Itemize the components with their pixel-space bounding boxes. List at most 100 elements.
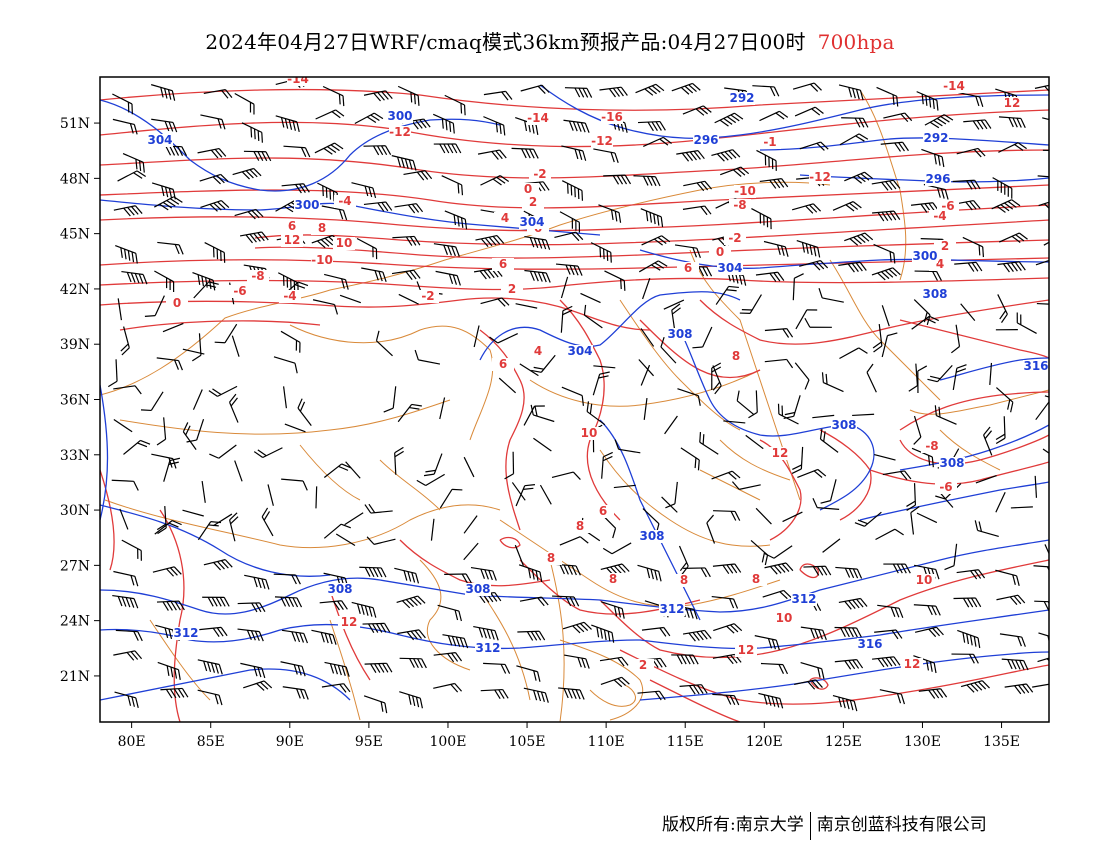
lat-label: 21N [60, 669, 90, 685]
wind-barb [483, 662, 511, 674]
lat-label: 27N [60, 558, 90, 574]
wind-barb [683, 180, 713, 192]
wind-barb [523, 687, 549, 703]
wind-barb [736, 390, 755, 416]
wind-barb [723, 420, 746, 424]
wind-barb [280, 330, 301, 353]
height-contour [859, 481, 1049, 521]
wind-barb [960, 680, 990, 693]
wind-barb [637, 690, 666, 701]
height-labels: 304 300 292 296 292 296 300 304 300 304 304 308 308 3… [147, 91, 1049, 655]
wind-barb [117, 170, 146, 182]
wind-barb [339, 294, 362, 304]
wind-barb [111, 479, 139, 491]
wind-barb [877, 604, 904, 618]
temperature-contour [649, 679, 741, 722]
wind-barb [756, 149, 777, 171]
wind-barb [822, 538, 841, 553]
wind-barb [1035, 257, 1049, 268]
temperature-contour [399, 539, 551, 587]
temperature-label: 8 [318, 221, 326, 235]
wind-barb [200, 200, 230, 212]
wind-barb [113, 205, 143, 217]
wind-barb [243, 680, 273, 691]
temperature-label: 4 [936, 257, 944, 271]
height-label: 308 [667, 327, 692, 341]
temperature-contour [100, 204, 1049, 232]
wind-barb [113, 570, 139, 587]
wind-barb [463, 456, 475, 478]
temperature-label: 2 [941, 239, 949, 253]
wind-barb [144, 295, 165, 317]
wind-barb [792, 273, 804, 301]
temperature-label: 2 [639, 658, 647, 672]
lon-label: 105E [509, 734, 546, 750]
wind-barb [361, 267, 387, 282]
wind-barb [992, 177, 1013, 199]
wind-barb [518, 564, 543, 583]
wind-barb [711, 595, 739, 609]
height-contour [100, 609, 1049, 650]
wind-barb [844, 171, 874, 184]
wind-barb [473, 625, 499, 641]
wind-barb [642, 277, 651, 300]
border-line [619, 299, 741, 431]
lat-label: 24N [60, 614, 90, 630]
wind-barb [996, 594, 1026, 606]
temperature-label: -4 [283, 289, 296, 303]
wind-barb [228, 393, 239, 423]
height-label: 308 [465, 582, 490, 596]
wind-barb [114, 691, 139, 708]
wind-barb [267, 484, 274, 506]
wind-barb [356, 237, 378, 260]
wind-barb [917, 365, 928, 394]
wind-barb [760, 662, 789, 675]
wind-barb [844, 232, 874, 246]
wind-barb [881, 332, 898, 358]
wind-barb [796, 239, 821, 258]
temperature-label: -2 [421, 289, 434, 303]
temperature-contour [639, 319, 761, 379]
wind-barb [524, 235, 551, 250]
wind-barb [154, 196, 183, 211]
wind-barb [432, 113, 455, 134]
wind-barb [473, 325, 480, 348]
temperature-contour [119, 320, 321, 331]
wind-barb [678, 545, 689, 575]
wind-barb [601, 451, 613, 479]
temperature-label: -10 [734, 184, 756, 198]
border-line [104, 499, 501, 549]
wind-barb [504, 451, 515, 480]
wind-barb [872, 210, 901, 222]
wind-barb [712, 563, 742, 575]
temperature-contour [329, 589, 371, 681]
wind-barb [752, 85, 780, 97]
wind-barb [112, 594, 139, 609]
wind-barb [554, 231, 584, 242]
temperature-label: 10 [776, 611, 793, 625]
wind-barb [154, 520, 182, 535]
wind-barb [397, 629, 426, 641]
wind-barb [112, 93, 133, 115]
wind-barb [750, 539, 769, 566]
wind-barb [1035, 401, 1049, 421]
wind-barb [838, 261, 867, 273]
wind-barb [592, 371, 610, 396]
wind-barb [852, 413, 875, 417]
wind-barb [243, 150, 272, 162]
wind-barb [214, 323, 238, 344]
wind-barb [998, 142, 1027, 153]
wind-barb [397, 403, 422, 423]
height-label: 304 [147, 133, 172, 147]
wind-barb [182, 348, 205, 355]
wind-barb [559, 211, 581, 233]
wind-barb [998, 232, 1028, 243]
wind-barb [762, 589, 792, 600]
wind-barb [914, 270, 942, 281]
height-label: 296 [693, 133, 718, 147]
wind-barb [551, 471, 581, 480]
height-contour [479, 291, 741, 361]
wind-barb [335, 533, 356, 547]
wind-barb [880, 141, 909, 152]
